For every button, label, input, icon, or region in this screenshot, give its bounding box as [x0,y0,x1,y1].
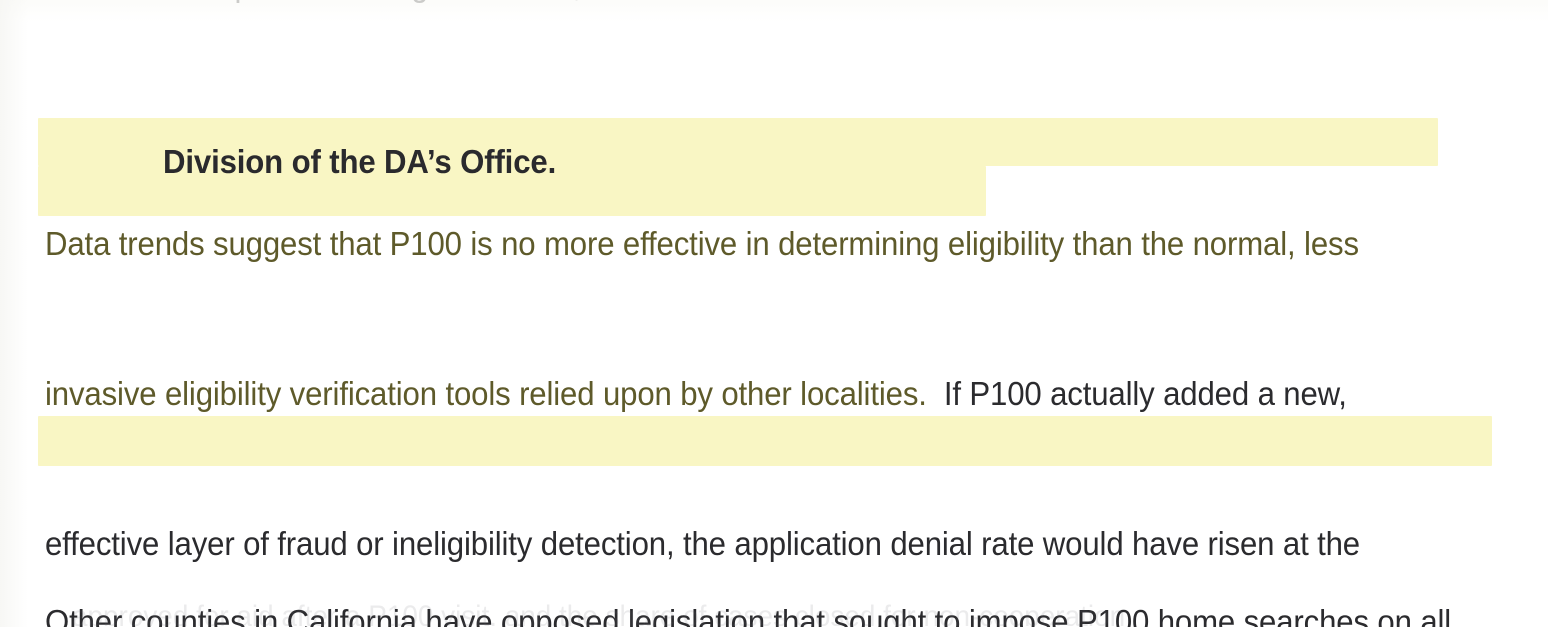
paragraph-tail-line-1: Other counties in California have oppose… [45,604,1452,627]
clipped-line-above: the Special Investigations Unit, a law e… [163,0,1453,14]
clipped-line-text: the Special Investigations Unit, a law e… [163,0,1376,4]
paragraph-main-line-2-highlighted: invasive eligibility verification tools … [45,376,927,413]
heading-line-text: Division of the DA’s Office. [163,144,557,181]
paragraph-main-line-3: effective layer of fraud or ineligibilit… [45,526,1361,563]
paragraph-main-line-1: Data trends suggest that P100 is no more… [45,226,1359,263]
paragraph-main: Data trends suggest that P100 is no more… [45,120,1548,627]
paragraph-tail: Other counties in California have oppose… [45,498,1548,627]
paragraph-main-line-2: invasive eligibility verification tools … [45,370,1449,420]
paragraph-main-line-2-plain: If P100 actually added a new, [926,376,1347,413]
heading-line: Division of the DA’s Office. [163,38,586,288]
